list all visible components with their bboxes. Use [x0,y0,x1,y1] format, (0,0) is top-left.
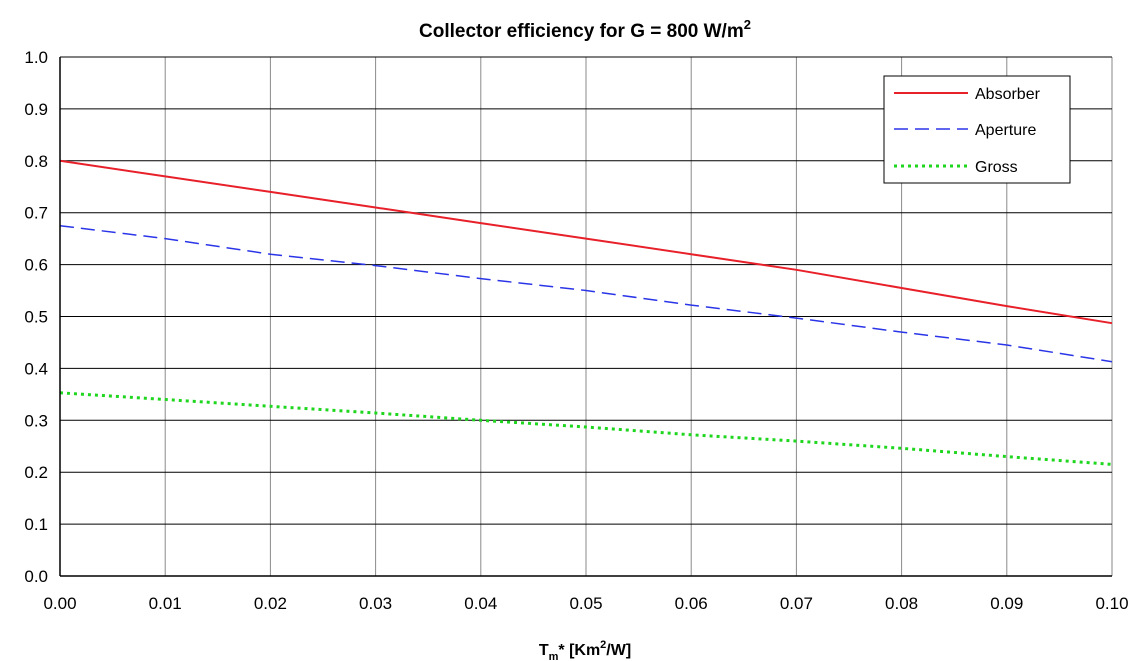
x-tick-label: 0.04 [464,594,497,613]
x-tick-label: 0.09 [990,594,1023,613]
chart-title: Collector efficiency for G = 800 W/m2 [419,17,751,42]
series-layer [59,159,1113,466]
y-tick-label: 0.1 [24,515,48,534]
y-tick-label: 0.8 [24,152,48,171]
series-line-gross [59,391,1113,466]
y-tick-label: 0.3 [24,411,48,430]
x-tick-label: 0.03 [359,594,392,613]
x-axis-title-after: /W] [606,642,631,659]
series-line-aperture [59,224,1113,363]
y-tick-label: 0.6 [24,256,48,275]
x-axis-title-sup: 2 [600,639,606,651]
y-tick-label: 0.9 [24,100,48,119]
y-tick-label: 1.0 [24,48,48,67]
x-tick-label: 0.07 [780,594,813,613]
x-axis-title: Tm* [Km2/W] [539,639,631,661]
x-axis-title-sub: m [549,651,559,661]
x-axis-title-mid: * [Km [558,642,600,659]
series-line-absorber [59,159,1113,325]
y-tick-label: 0.5 [24,308,48,327]
x-tick-label: 0.05 [569,594,602,613]
grid-layer [60,56,1113,576]
x-tick-label: 0.01 [149,594,182,613]
y-tick-label: 0.0 [24,567,48,586]
axis-layer: 0.00 0.01 0.02 0.03 0.04 0.05 0.06 0.07 0.08 0.09… [24,48,1128,613]
x-tick-label: 0.08 [885,594,918,613]
y-tick-label: 0.4 [24,359,48,378]
chart-title-main: Collector efficiency for G = 800 W/m [419,21,744,42]
legend-label-aperture: Aperture [975,122,1036,139]
legend-label-absorber: Absorber [975,86,1041,103]
chart-title-superscript: 2 [744,17,751,32]
x-tick-label: 0.06 [675,594,708,613]
y-tick-label: 0.2 [24,463,48,482]
x-tick-label: 0.10 [1095,594,1128,613]
legend-label-gross: Gross [975,159,1018,176]
y-tick-label: 0.7 [24,204,48,223]
x-axis-title-t: T [539,642,549,659]
x-tick-label: 0.00 [43,594,76,613]
legend: Absorber Aperture Gross [883,75,1071,184]
x-tick-label: 0.02 [254,594,287,613]
